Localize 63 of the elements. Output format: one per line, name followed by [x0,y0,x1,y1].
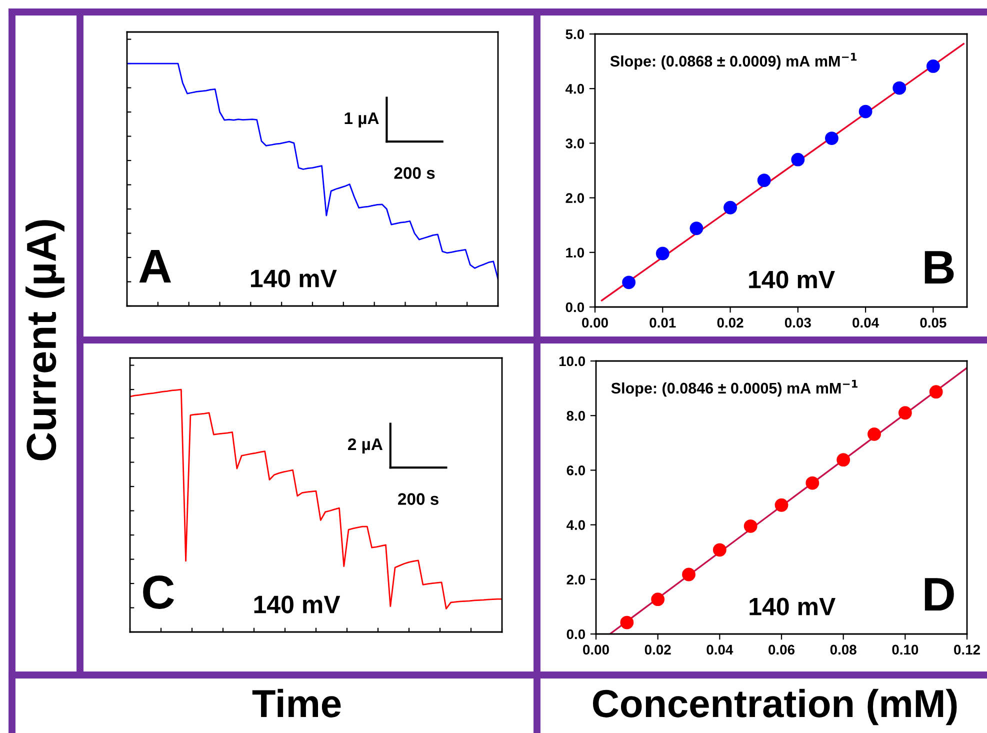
y-axis-title: Current (µA) [26,220,64,460]
point [651,592,665,606]
y-tick-label: 4.0 [565,84,584,94]
point [836,453,850,467]
point [898,406,912,420]
x-tick-label: 0.03 [784,318,811,328]
x-axis-title: Concentration (mM) [592,688,957,726]
point [929,385,943,399]
y-tick-label: 3.0 [566,138,584,148]
annotation: C [143,576,174,609]
annotation: A [139,250,171,282]
point [858,104,872,118]
x-tick-label: 0.00 [582,318,608,328]
x-tick-label: 0.08 [830,644,856,655]
x-tick-label: 0.05 [920,318,946,328]
point [868,427,881,441]
x-tick-label: 0.02 [717,318,744,328]
annotation: 140 mV [750,598,836,616]
point [682,568,696,582]
annotation: 2 µA [348,438,383,454]
annotation: Slope: (0.0868 ± 0.0009) mA mM$^{−1}$ [610,52,857,70]
point [892,81,906,95]
x-tick-label: 0.01 [650,318,676,328]
annotation: Slope: (0.0846 ± 0.0005) mA mM$^{−1}$ [611,380,858,397]
point [622,276,636,290]
y-tick-label: 5.0 [566,29,584,40]
x-tick-label: 0.10 [892,644,918,655]
x-tick-label: 0.02 [644,644,671,655]
point [825,132,838,145]
y-tick-label: 10.0 [559,356,586,366]
y-tick-label: 4.0 [566,520,586,530]
point [620,616,634,630]
point [712,543,726,557]
y-tick-label: 0.0 [566,302,584,312]
y-tick-label: 6.0 [566,466,586,476]
x-tick-label: 0.04 [706,644,734,655]
annotation: 140 mV [251,270,337,288]
annotation: D [924,578,954,611]
x-tick-label: 0.00 [583,644,609,655]
y-tick-label: 2.0 [566,193,584,203]
point [656,246,670,260]
point [791,152,805,166]
annotation: 200 s [394,167,435,179]
point [744,519,758,533]
annotation: 200 s [398,493,438,505]
point [806,476,820,490]
point [926,60,940,73]
annotation: 140 mV [749,270,835,288]
point [774,498,788,512]
annotation: 1 µA [344,112,379,128]
point [757,174,771,188]
x-tick-label: 0.04 [852,318,879,328]
x-axis-title: Time [252,688,341,718]
point [690,222,704,236]
x-tick-label: 0.12 [954,644,980,655]
y-tick-label: 1.0 [566,248,584,258]
point [724,200,737,214]
y-tick-label: 0.0 [566,629,586,640]
annotation: 140 mV [254,596,340,614]
y-tick-label: 8.0 [566,410,586,421]
annotation: B [924,251,954,284]
x-tick-label: 0.06 [768,644,795,655]
y-tick-label: 2.0 [566,574,586,585]
